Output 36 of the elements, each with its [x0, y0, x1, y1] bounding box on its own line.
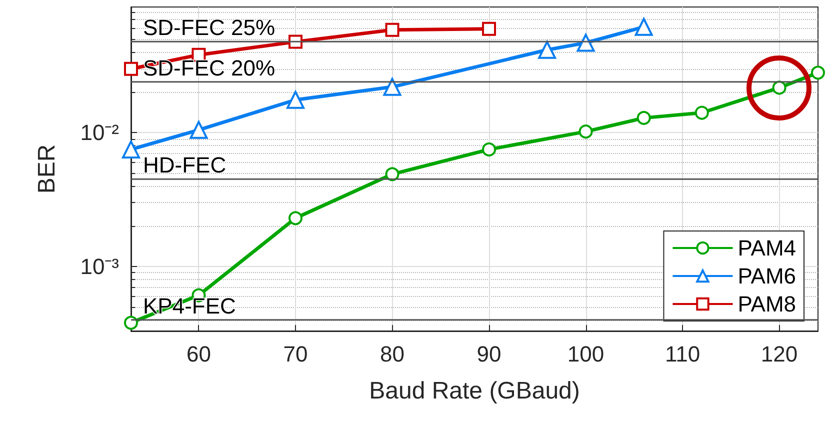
point [482, 142, 496, 156]
point [385, 167, 400, 182]
point [634, 18, 653, 36]
x-tick-label: 110 [664, 342, 700, 366]
legend-label: PAM4 [738, 236, 796, 260]
point [694, 106, 709, 120]
legend-label: PAM8 [738, 292, 796, 316]
x-tick-label: 60 [186, 342, 211, 366]
point [124, 316, 138, 330]
point [385, 22, 400, 37]
x-tick-label: 80 [380, 342, 404, 366]
point [482, 22, 496, 36]
x-tick-label: 90 [476, 342, 502, 366]
y-axis-title: BER [34, 144, 60, 194]
legend-label: PAM6 [738, 264, 796, 288]
point [576, 34, 595, 52]
y-tick-label: 10⁻³ [80, 254, 119, 280]
x-axis-title: Baud Rate (GBaud) [369, 378, 580, 404]
point [538, 40, 556, 59]
ref-line-label: SD-FEC 25% [143, 15, 276, 40]
point [288, 211, 302, 226]
point [811, 66, 825, 80]
y-tick-label: 10⁻² [80, 120, 119, 146]
x-tick-label: 120 [760, 342, 798, 366]
point [122, 140, 140, 158]
ref-line-label: SD-FEC 20% [143, 55, 276, 80]
point [578, 124, 593, 139]
point [124, 62, 138, 76]
x-tick-label: 70 [283, 342, 308, 366]
point [772, 80, 786, 95]
point [383, 78, 402, 96]
ref-line-label: HD-FEC [143, 152, 226, 178]
x-tick-label: 100 [567, 342, 604, 366]
point [190, 120, 208, 139]
point [636, 110, 651, 125]
point [286, 90, 304, 109]
